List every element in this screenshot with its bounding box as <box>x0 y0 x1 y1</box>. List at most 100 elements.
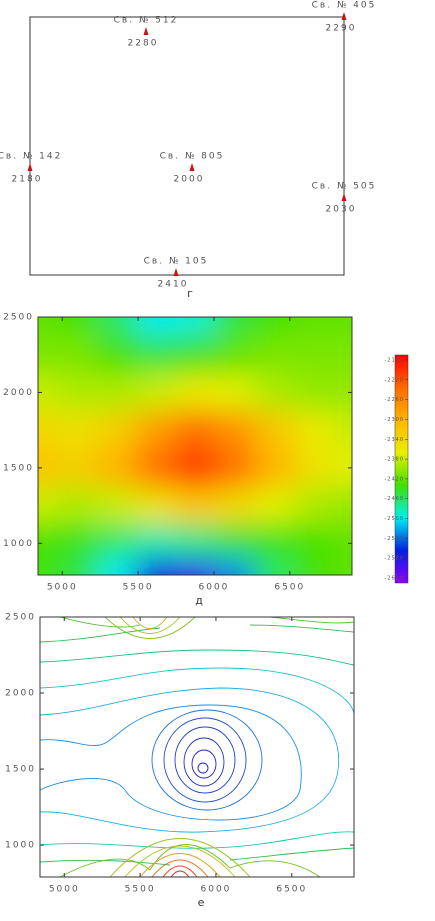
heat-cell <box>293 558 334 575</box>
x-tick-label: 6000 <box>201 885 232 895</box>
heat-cells <box>38 317 352 575</box>
heat-cell <box>57 523 98 560</box>
heatmap-frame <box>37 316 353 576</box>
colorbar-label: -2260 <box>384 397 404 403</box>
x-tick-label: 6500 <box>274 583 305 593</box>
heat-cell <box>175 523 216 560</box>
heat-cell <box>175 373 216 412</box>
heat-cell <box>38 523 59 560</box>
colorbar-label: -2300 <box>384 417 404 423</box>
y-tick-label: 1000 <box>5 841 36 851</box>
map-caption: г <box>187 287 193 300</box>
heat-cell <box>136 486 177 525</box>
heat-cell <box>214 373 256 412</box>
contour <box>151 859 209 877</box>
well-label: Св. № 805 <box>160 152 225 162</box>
heat-cell <box>96 523 138 560</box>
contour <box>163 717 247 803</box>
well-label: Св. № 512 <box>114 16 179 26</box>
x-tick-label: 5500 <box>123 583 154 593</box>
heat-cell <box>175 448 216 488</box>
heat-cell <box>293 523 334 560</box>
panel-caption: е <box>198 896 205 909</box>
heat-cell <box>214 486 256 525</box>
contour <box>197 762 209 774</box>
heat-cell <box>254 335 295 375</box>
contour <box>40 704 302 821</box>
heat-cell <box>254 486 295 525</box>
contour-lines <box>40 617 354 877</box>
contour <box>139 853 221 877</box>
heat-cell <box>293 486 334 525</box>
contour <box>59 617 354 628</box>
x-tick-label: 5500 <box>125 885 156 895</box>
contour <box>40 649 354 666</box>
heatmap-field <box>38 317 352 575</box>
heat-cell <box>38 410 59 450</box>
colorbar-label: -2180 <box>384 357 404 363</box>
heat-cell <box>293 317 334 337</box>
heat-cell <box>57 373 98 412</box>
heat-cell <box>214 335 256 375</box>
heat-cell <box>332 373 352 412</box>
contour <box>191 749 217 779</box>
colorbar-label: -2500 <box>384 516 404 522</box>
well-marker <box>173 268 179 276</box>
colorbar-label: -2380 <box>384 457 404 463</box>
colorbar-label: -2540 <box>384 536 404 542</box>
panel-caption: д <box>195 594 203 607</box>
heat-cell <box>214 317 256 337</box>
well-label: Св. № 105 <box>144 257 209 267</box>
well-depth: 2290 <box>326 24 357 34</box>
heat-cell <box>136 335 177 375</box>
heat-cell <box>96 317 138 337</box>
contour <box>174 726 236 794</box>
heat-cell <box>96 373 138 412</box>
heat-cell <box>38 335 59 375</box>
heat-cell <box>254 317 295 337</box>
contour <box>40 687 340 833</box>
well-label: Св. № 142 <box>0 152 62 162</box>
heat-cell <box>254 373 295 412</box>
heat-cell <box>175 317 216 337</box>
heat-cell <box>332 486 352 525</box>
heat-cell <box>254 410 295 450</box>
heat-cell <box>175 486 216 525</box>
y-tick-label: 2500 <box>5 613 36 623</box>
heat-cell <box>38 558 59 575</box>
heat-cell <box>254 448 295 488</box>
x-tick-label: 5000 <box>49 885 80 895</box>
contour-frame <box>39 616 355 878</box>
well-depth: 2000 <box>174 175 205 185</box>
well-marker <box>341 193 347 201</box>
heat-cell <box>214 410 256 450</box>
contour <box>40 667 354 716</box>
heat-cell <box>254 558 295 575</box>
colorbar-label: -2460 <box>384 496 404 502</box>
heat-cell <box>332 335 352 375</box>
heat-cell <box>57 335 98 375</box>
heat-cell <box>175 558 216 575</box>
heat-cell <box>214 523 256 560</box>
heat-cell <box>175 410 216 450</box>
heat-cell <box>96 335 138 375</box>
heat-cell <box>38 486 59 525</box>
heat-cell <box>96 486 138 525</box>
contour <box>104 617 196 639</box>
y-tick-label: 1000 <box>3 539 34 549</box>
contour <box>119 617 181 634</box>
heat-cell <box>293 448 334 488</box>
contour <box>109 838 251 877</box>
well-depth: 2410 <box>158 280 189 290</box>
well-marker <box>143 27 149 35</box>
colorbar <box>394 354 409 584</box>
y-tick-label: 1500 <box>5 765 36 775</box>
colorbar-label: -2420 <box>384 476 404 482</box>
colorbar-label: -2340 <box>384 437 404 443</box>
heat-cell <box>57 448 98 488</box>
heat-cell <box>38 373 59 412</box>
heat-cell <box>332 523 352 560</box>
heat-cell <box>136 317 177 337</box>
heat-cell <box>96 448 138 488</box>
